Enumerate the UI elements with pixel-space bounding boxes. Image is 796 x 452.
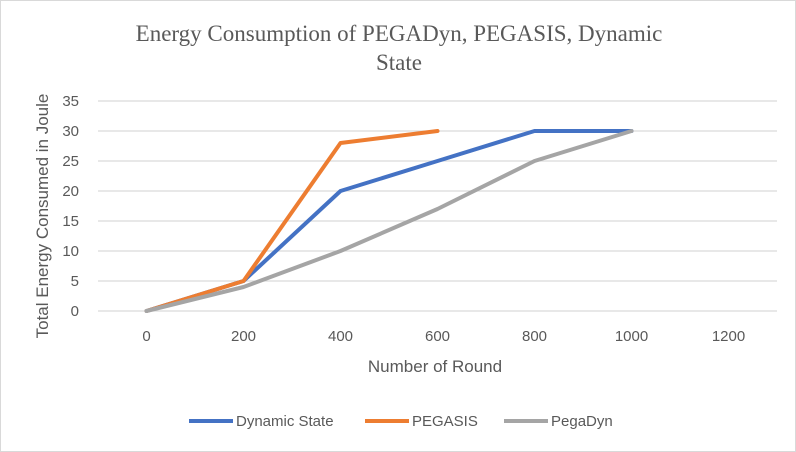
- x-tick-label: 200: [231, 328, 256, 345]
- legend-label: PEGASIS: [412, 413, 478, 430]
- y-axis-label: Total Energy Consumed in Joule: [33, 94, 52, 339]
- series-line-pegasis: [144, 129, 440, 313]
- y-tick-label: 5: [71, 273, 79, 290]
- series-line-pegadyn: [144, 129, 634, 313]
- x-axis-label: Number of Round: [368, 357, 502, 376]
- chart-title-line-2: State: [376, 50, 422, 75]
- x-tick-label: 0: [142, 328, 150, 345]
- x-tick-label: 1000: [615, 328, 648, 345]
- y-tick-label: 10: [62, 243, 79, 260]
- x-tick-label: 400: [328, 328, 353, 345]
- y-tick-label: 0: [71, 303, 79, 320]
- y-tick-label: 30: [62, 123, 79, 140]
- y-tick-label: 35: [62, 93, 79, 110]
- x-tick-label: 600: [425, 328, 450, 345]
- legend-label: PegaDyn: [551, 413, 613, 430]
- chart-title-line-1: Energy Consumption of PEGADyn, PEGASIS, …: [136, 21, 663, 46]
- legend-label: Dynamic State: [236, 413, 334, 430]
- x-tick-label: 800: [522, 328, 547, 345]
- y-tick-label: 25: [62, 153, 79, 170]
- x-tick-label: 1200: [712, 328, 745, 345]
- y-tick-label: 20: [62, 183, 79, 200]
- y-tick-label: 15: [62, 213, 79, 230]
